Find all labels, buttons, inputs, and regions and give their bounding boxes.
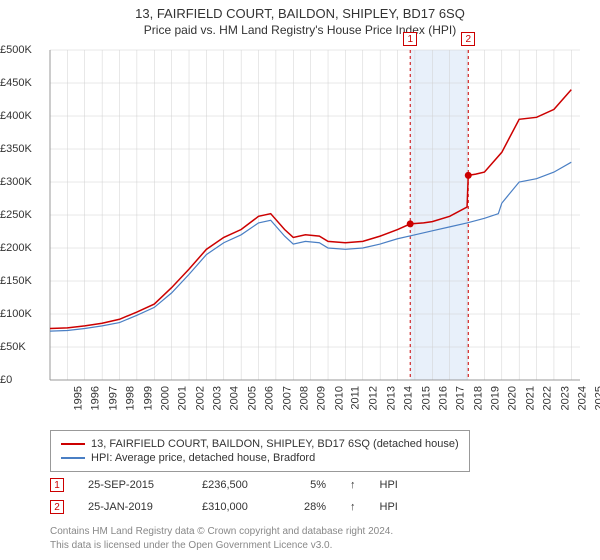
- x-tick-label: 2003: [212, 386, 224, 410]
- x-tick-label: 2013: [385, 386, 397, 410]
- x-tick-label: 2024: [576, 386, 588, 410]
- sale-date: 25-JAN-2019: [88, 501, 178, 513]
- x-tick-label: 1998: [125, 386, 137, 410]
- arrow-up-icon: ↑: [350, 479, 356, 491]
- x-tick-label: 2012: [368, 386, 380, 410]
- legend-label: 13, FAIRFIELD COURT, BAILDON, SHIPLEY, B…: [91, 438, 459, 450]
- x-tick-label: 1996: [90, 386, 102, 410]
- legend-swatch: [61, 457, 85, 459]
- sale-pct: 5%: [296, 479, 326, 491]
- sale-badge: 1: [50, 478, 64, 492]
- legend-item-property: 13, FAIRFIELD COURT, BAILDON, SHIPLEY, B…: [61, 437, 459, 451]
- x-tick-label: 2015: [420, 386, 432, 410]
- x-tick-label: 2014: [403, 386, 415, 410]
- x-tick-label: 2020: [507, 386, 519, 410]
- x-tick-label: 2004: [229, 386, 241, 410]
- x-tick-label: 1995: [72, 386, 84, 410]
- x-tick-label: 2017: [455, 386, 467, 410]
- arrow-up-icon: ↑: [350, 501, 356, 513]
- x-tick-label: 2008: [298, 386, 310, 410]
- x-tick-label: 1997: [107, 386, 119, 410]
- footer-line-2: This data is licensed under the Open Gov…: [50, 540, 332, 551]
- sale-row-1: 1 25-SEP-2015 £236,500 5% ↑ HPI: [50, 478, 398, 492]
- x-tick-label: 1999: [142, 386, 154, 410]
- x-tick-label: 2019: [490, 386, 502, 410]
- x-tick-label: 2023: [559, 386, 571, 410]
- x-tick-label: 2009: [316, 386, 328, 410]
- sale-pct: 28%: [296, 501, 326, 513]
- sale-price: £310,000: [202, 501, 272, 513]
- x-tick-label: 2011: [350, 386, 362, 410]
- footer-line-1: Contains HM Land Registry data © Crown c…: [50, 526, 393, 537]
- x-tick-label: 2001: [177, 386, 189, 410]
- x-tick-label: 2006: [264, 386, 276, 410]
- sale-badge: 2: [50, 500, 64, 514]
- sale-suffix: HPI: [380, 479, 398, 491]
- price-chart: [0, 0, 600, 382]
- x-tick-label: 2016: [437, 386, 449, 410]
- sale-price: £236,500: [202, 479, 272, 491]
- x-tick-label: 2007: [281, 386, 293, 410]
- sale-suffix: HPI: [380, 501, 398, 513]
- x-tick-label: 2022: [542, 386, 554, 410]
- chart-sale-badge: 2: [461, 32, 475, 46]
- legend-item-hpi: HPI: Average price, detached house, Brad…: [61, 451, 459, 465]
- x-tick-label: 2005: [246, 386, 258, 410]
- x-tick-label: 2000: [159, 386, 171, 410]
- x-tick-label: 2021: [524, 386, 536, 410]
- sale-date: 25-SEP-2015: [88, 479, 178, 491]
- legend: 13, FAIRFIELD COURT, BAILDON, SHIPLEY, B…: [50, 430, 470, 472]
- chart-sale-badge: 1: [403, 32, 417, 46]
- x-tick-label: 2010: [333, 386, 345, 410]
- legend-label: HPI: Average price, detached house, Brad…: [91, 452, 315, 464]
- x-tick-label: 2025: [594, 386, 600, 410]
- sale-row-2: 2 25-JAN-2019 £310,000 28% ↑ HPI: [50, 500, 398, 514]
- x-tick-label: 2002: [194, 386, 206, 410]
- x-tick-label: 2018: [472, 386, 484, 410]
- legend-swatch: [61, 443, 85, 445]
